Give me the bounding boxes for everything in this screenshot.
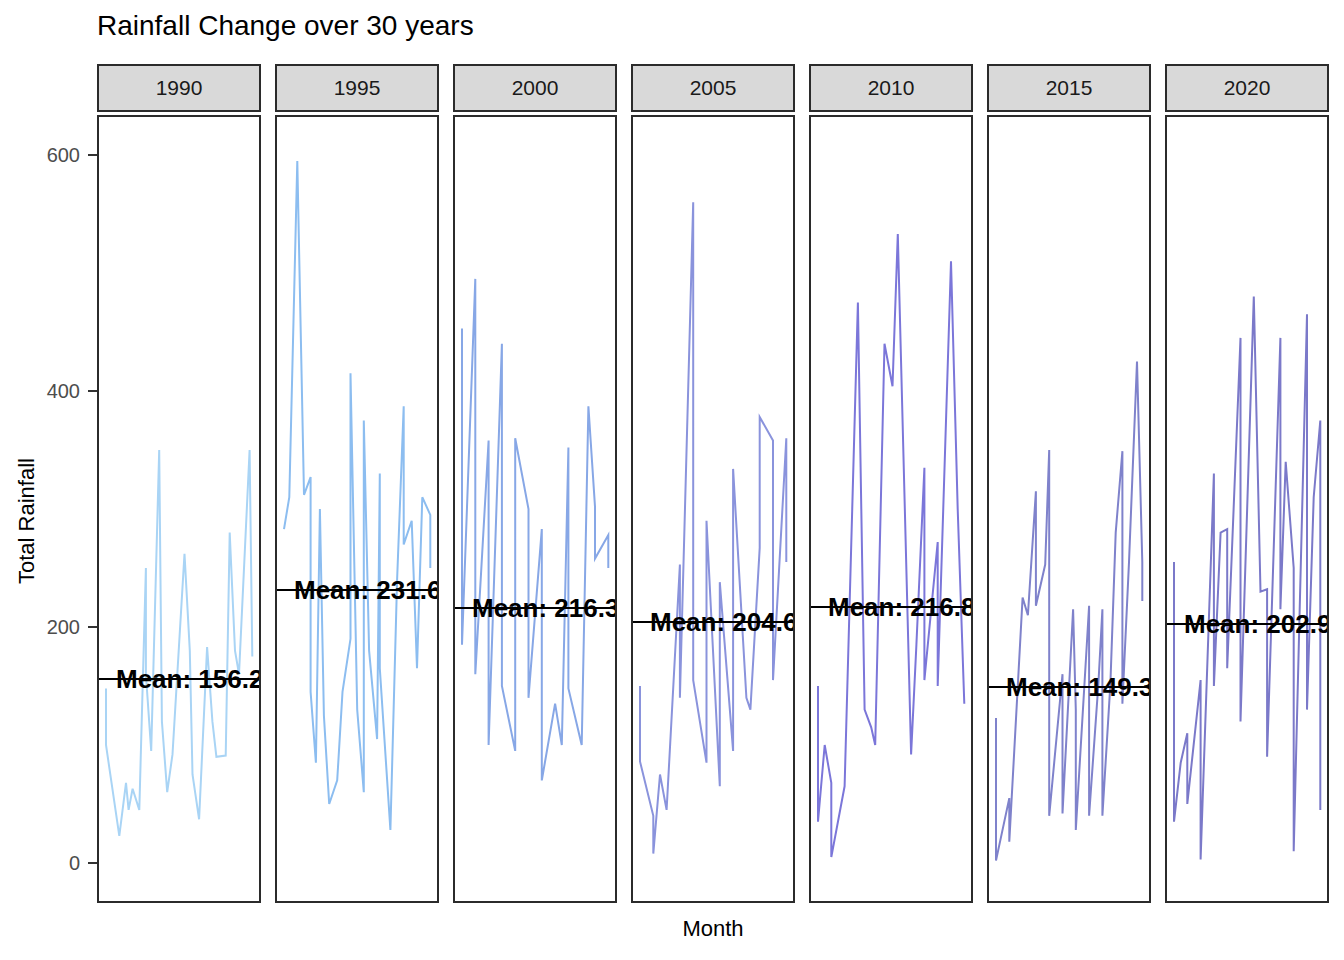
mean-label-2015: Mean: 149.3 [1006, 672, 1151, 702]
y-tick-mark [88, 626, 97, 628]
mean-label-2010: Mean: 216.8 [828, 592, 973, 622]
rainfall-faceted-chart: { "title": "Rainfall Change over 30 year… [0, 0, 1344, 960]
y-tick-label: 0 [20, 851, 80, 875]
facet-2010: 2010 Mean: 216.8 [809, 64, 973, 903]
mean-label-2005: Mean: 204.6 [650, 607, 795, 637]
facet-panel-2015: Mean: 149.3 [987, 115, 1151, 903]
rainfall-line-2015 [989, 117, 1149, 901]
y-tick-mark [88, 862, 97, 864]
facet-strip-2020: 2020 [1165, 64, 1329, 112]
x-axis-title: Month [97, 916, 1329, 942]
facet-panel-1995: Mean: 231.6 [275, 115, 439, 903]
facet-strip-2015: 2015 [987, 64, 1151, 112]
facet-panels: 1990 Mean: 156.2 1995 Mean: 231.6 2000 Mean: … [97, 64, 1329, 903]
facet-panel-2000: Mean: 216.3 [453, 115, 617, 903]
rainfall-line-2000 [455, 117, 615, 901]
facet-panel-1990: Mean: 156.2 [97, 115, 261, 903]
chart-title: Rainfall Change over 30 years [97, 10, 474, 42]
y-tick-label: 400 [20, 379, 80, 403]
facet-strip-1990: 1990 [97, 64, 261, 112]
rainfall-line-2005 [633, 117, 793, 901]
mean-label-2000: Mean: 216.3 [472, 593, 617, 623]
rainfall-line-1995 [277, 117, 437, 901]
y-tick-label: 600 [20, 143, 80, 167]
facet-1990: 1990 Mean: 156.2 [97, 64, 261, 903]
facet-1995: 1995 Mean: 231.6 [275, 64, 439, 903]
rainfall-line-1990 [99, 117, 259, 901]
facet-panel-2010: Mean: 216.8 [809, 115, 973, 903]
facet-strip-2000: 2000 [453, 64, 617, 112]
facet-2000: 2000 Mean: 216.3 [453, 64, 617, 903]
mean-label-1990: Mean: 156.2 [116, 664, 261, 694]
y-tick-label: 200 [20, 615, 80, 639]
mean-label-1995: Mean: 231.6 [294, 575, 439, 605]
rainfall-line-2020 [1167, 117, 1327, 901]
facet-strip-2005: 2005 [631, 64, 795, 112]
facet-panel-2020: Mean: 202.9 [1165, 115, 1329, 903]
facet-strip-1995: 1995 [275, 64, 439, 112]
rainfall-line-2010 [811, 117, 971, 901]
facet-2020: 2020 Mean: 202.9 [1165, 64, 1329, 903]
mean-label-2020: Mean: 202.9 [1184, 609, 1329, 639]
y-tick-mark [88, 390, 97, 392]
y-tick-mark [88, 154, 97, 156]
facet-strip-2010: 2010 [809, 64, 973, 112]
y-axis-title: Total Rainfall [14, 430, 40, 612]
facet-2015: 2015 Mean: 149.3 [987, 64, 1151, 903]
facet-2005: 2005 Mean: 204.6 [631, 64, 795, 903]
facet-panel-2005: Mean: 204.6 [631, 115, 795, 903]
